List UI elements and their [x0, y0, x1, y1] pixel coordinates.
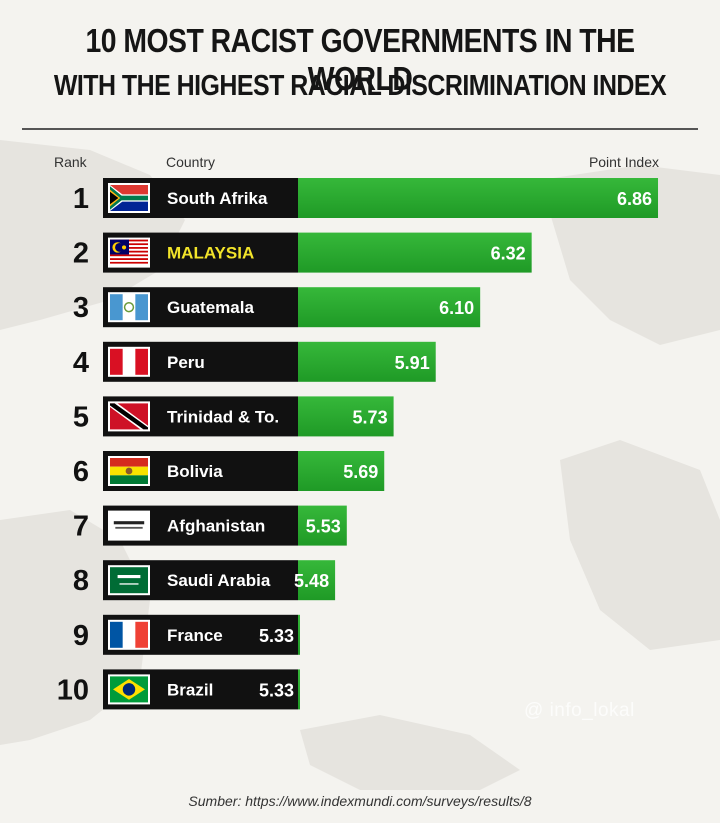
value-label: 5.53 [306, 517, 341, 537]
value-bar [298, 396, 394, 437]
value-bar [298, 669, 300, 710]
malaysia-flag-icon [110, 239, 148, 266]
value-label: 5.73 [353, 407, 388, 427]
watermark: @ info_lokal [524, 700, 635, 721]
france-flag-icon [110, 621, 148, 648]
trinidad-and-tobago-flag-icon [110, 403, 148, 430]
value-bar [298, 178, 659, 218]
peru-flag-icon [110, 348, 148, 375]
title-line-1: 10 MOST RACIST GOVERNMENTS IN THE WORLD [85, 22, 635, 97]
saudi-arabia-flag-icon [110, 567, 148, 594]
title-line-2: WITH THE HIGHEST RACIAL DISCRIMINATION I… [53, 70, 667, 102]
rank-label: 7 [73, 511, 89, 543]
value-label: 6.86 [617, 189, 652, 209]
country-name: Guatemala [167, 298, 254, 317]
country-name: South Afrika [167, 189, 268, 208]
country-name: Brazil [167, 680, 213, 699]
rank-label: 4 [73, 347, 89, 379]
value-label: 5.48 [294, 571, 329, 591]
south-africa-flag-icon [110, 185, 148, 211]
rank-label: 1 [73, 183, 89, 215]
country-name: Saudi Arabia [167, 571, 271, 590]
title-divider [22, 128, 698, 130]
value-bar [298, 287, 481, 328]
rank-label: 2 [73, 238, 89, 270]
value-bar [298, 614, 300, 655]
rank-label: 9 [73, 620, 89, 652]
source-citation: Sumber: https://www.indexmundi.com/surve… [188, 793, 532, 809]
rank-label: 6 [73, 456, 89, 488]
bolivia-flag-icon [110, 458, 148, 484]
country-name: Bolivia [167, 462, 223, 481]
rank-label: 3 [73, 292, 89, 324]
country-name: Trinidad & To. [167, 407, 279, 426]
value-bar [298, 560, 336, 601]
brazil-flag-icon [110, 676, 148, 703]
rank-label: 8 [73, 565, 89, 597]
value-bar [298, 451, 385, 491]
rank-column-header: Rank [54, 154, 87, 170]
country-name: Afghanistan [167, 517, 265, 536]
country-column-header: Country [166, 154, 216, 170]
afghanistan-flag-icon [110, 512, 148, 539]
country-name: France [167, 626, 223, 645]
value-bar [298, 341, 436, 382]
value-label: 5.69 [343, 462, 378, 482]
value-label: 6.10 [439, 298, 474, 318]
country-name: MALAYSIA [167, 244, 254, 263]
value-bar [298, 232, 532, 273]
value-label: 5.33 [259, 626, 294, 646]
value-bar [298, 505, 347, 546]
rank-label: 10 [57, 674, 89, 706]
value-label: 5.91 [395, 353, 430, 373]
point-index-column-header: Point Index [588, 154, 659, 170]
country-name: Peru [167, 353, 205, 372]
rank-label: 5 [73, 401, 89, 433]
value-label: 5.33 [259, 680, 294, 700]
value-label: 6.32 [491, 244, 526, 264]
guatemala-flag-icon [110, 294, 148, 321]
